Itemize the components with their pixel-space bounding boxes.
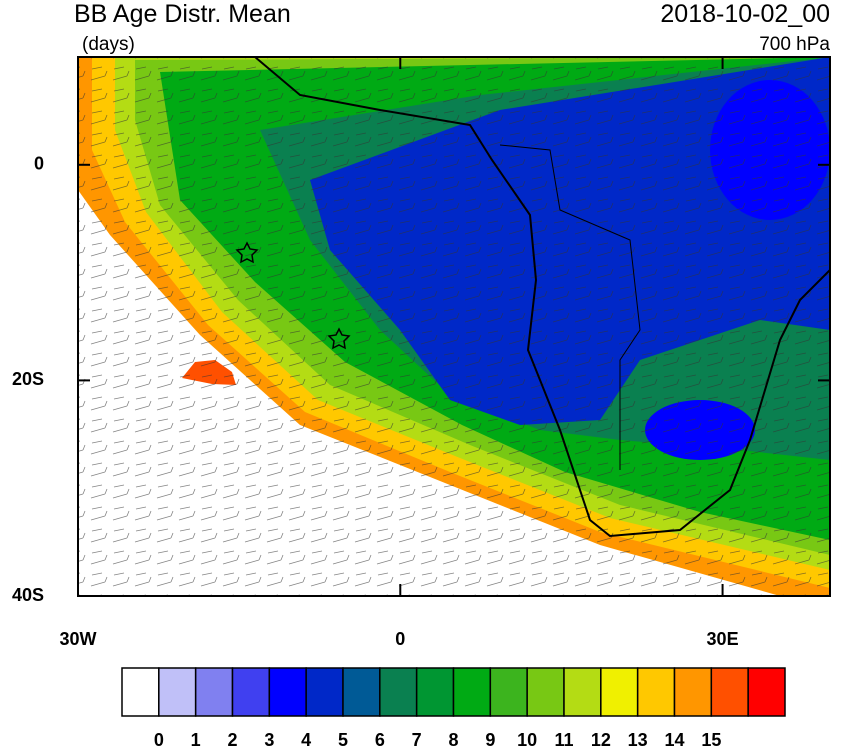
colorbar-box xyxy=(268,667,307,717)
x-tick-label: 30W xyxy=(59,629,96,649)
colorbar-label: 9 xyxy=(485,730,495,750)
colorbar-box xyxy=(121,667,160,717)
colorbar-label: 7 xyxy=(412,730,422,750)
colorbar-label: 12 xyxy=(591,730,611,750)
x-tick-label: 30E xyxy=(707,629,739,649)
colorbar-box xyxy=(158,667,197,717)
colorbar-box xyxy=(342,667,381,717)
y-tick-label: 0 xyxy=(34,154,44,174)
title: BB Age Distr. Mean xyxy=(74,0,291,28)
colorbar-box xyxy=(231,667,271,717)
colorbar-box xyxy=(194,667,234,717)
x-tick-label: 0 xyxy=(395,629,405,649)
colorbar-label: 8 xyxy=(448,730,458,750)
colorbar-label: 5 xyxy=(338,730,348,750)
colorbar-label: 1 xyxy=(191,730,201,750)
colorbar-label: 4 xyxy=(301,730,311,750)
colorbar-box xyxy=(526,667,565,717)
colorbar-label: 14 xyxy=(664,730,684,750)
colorbar-box xyxy=(600,667,639,717)
colorbar-box xyxy=(489,667,528,717)
date: 2018-10-02_00 xyxy=(660,0,830,28)
colorbar-box xyxy=(673,667,713,717)
colorbar-label: 13 xyxy=(628,730,648,750)
wind-barbs xyxy=(78,57,830,596)
plot-frame xyxy=(77,56,831,597)
colorbar-box xyxy=(710,667,749,717)
colorbar-label: 0 xyxy=(154,730,164,750)
colorbar-box xyxy=(305,667,344,717)
colorbar-label: 6 xyxy=(375,730,385,750)
pressure-level: 700 hPa xyxy=(759,34,830,55)
colorbar-box xyxy=(452,667,492,717)
colorbar-box xyxy=(379,667,418,717)
colorbar-label: 2 xyxy=(227,730,237,750)
site-marker xyxy=(235,241,351,350)
colorbar-box xyxy=(636,667,676,717)
colorbar: 0 1 2 3 4 5 6 7 8 9 10 11 12 13 14 15 xyxy=(121,667,786,750)
units: (days) xyxy=(82,34,135,55)
map-field xyxy=(78,57,830,596)
colorbar-box xyxy=(563,667,602,717)
colorbar-label: 15 xyxy=(701,730,721,750)
y-tick-label: 20S xyxy=(12,369,44,389)
borders xyxy=(499,144,641,470)
colorbar-label: 10 xyxy=(517,730,537,750)
colorbar-box xyxy=(415,667,455,717)
colorbar-label: 3 xyxy=(264,730,274,750)
y-tick-label: 40S xyxy=(12,585,44,605)
colorbar-label: 11 xyxy=(554,730,573,750)
coastline xyxy=(254,57,830,538)
colorbar-box xyxy=(747,667,786,717)
